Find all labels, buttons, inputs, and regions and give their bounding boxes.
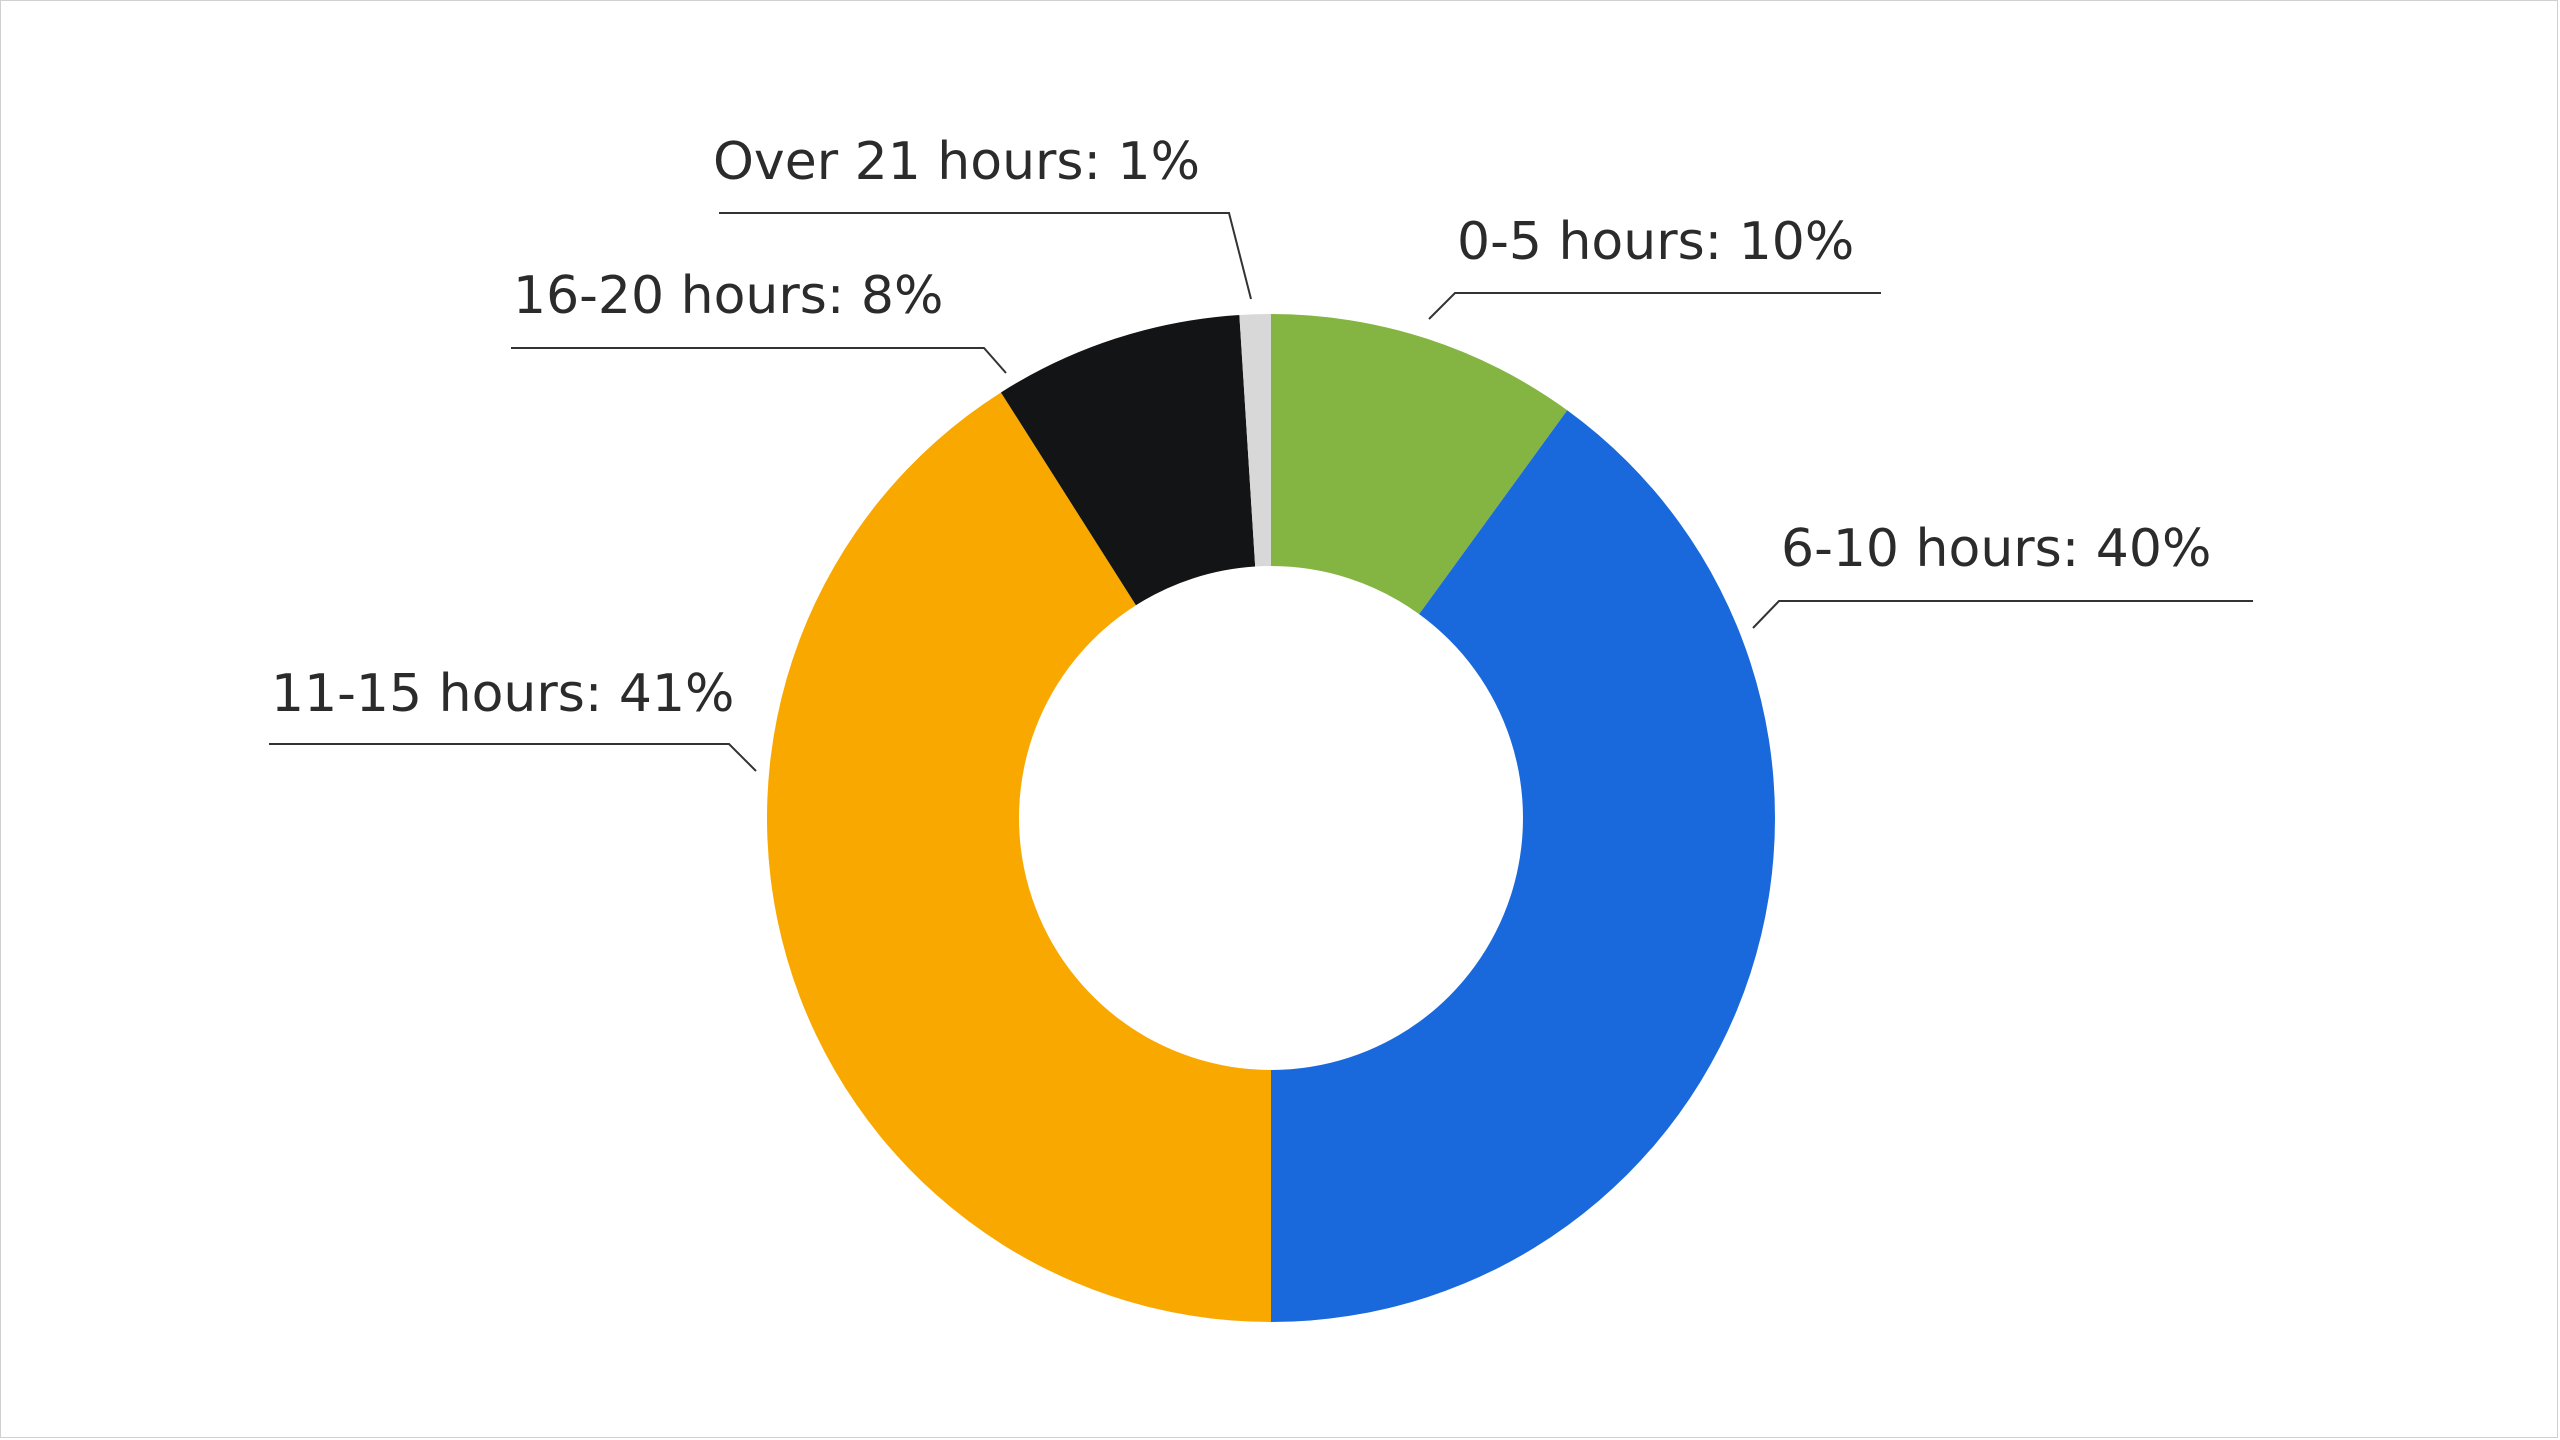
slice-labels-group: 0-5 hours: 10% 6-10 hours: 40% 11-15 hours…: [271, 132, 2211, 724]
slice-label-16-20-hours: 16-20 hours: 8%: [513, 266, 943, 326]
slice-label-over-21-hours: Over 21 hours: 1%: [713, 132, 1200, 192]
leader-line-0-5-hours: [1428, 292, 1881, 320]
leader-line-over-21-hours: [719, 212, 1252, 300]
leader-line-6-10-hours: [1752, 600, 2253, 629]
slice-16-20-hours: [1000, 314, 1256, 606]
slice-label-11-15-hours: 11-15 hours: 41%: [271, 664, 734, 724]
slice-11-15-hours: [766, 392, 1271, 1323]
slice-over-21-hours: [1239, 314, 1271, 567]
slice-6-10-hours: [1271, 410, 1776, 1322]
leader-lines-group: [269, 212, 2253, 772]
slice-label-6-10-hours: 6-10 hours: 40%: [1781, 519, 2211, 579]
slice-0-5-hours: [1271, 314, 1568, 615]
slice-label-0-5-hours: 0-5 hours: 10%: [1457, 212, 1854, 272]
leader-line-16-20-hours: [511, 347, 1007, 374]
slices-group: [766, 314, 1776, 1323]
leader-line-11-15-hours: [269, 743, 757, 772]
